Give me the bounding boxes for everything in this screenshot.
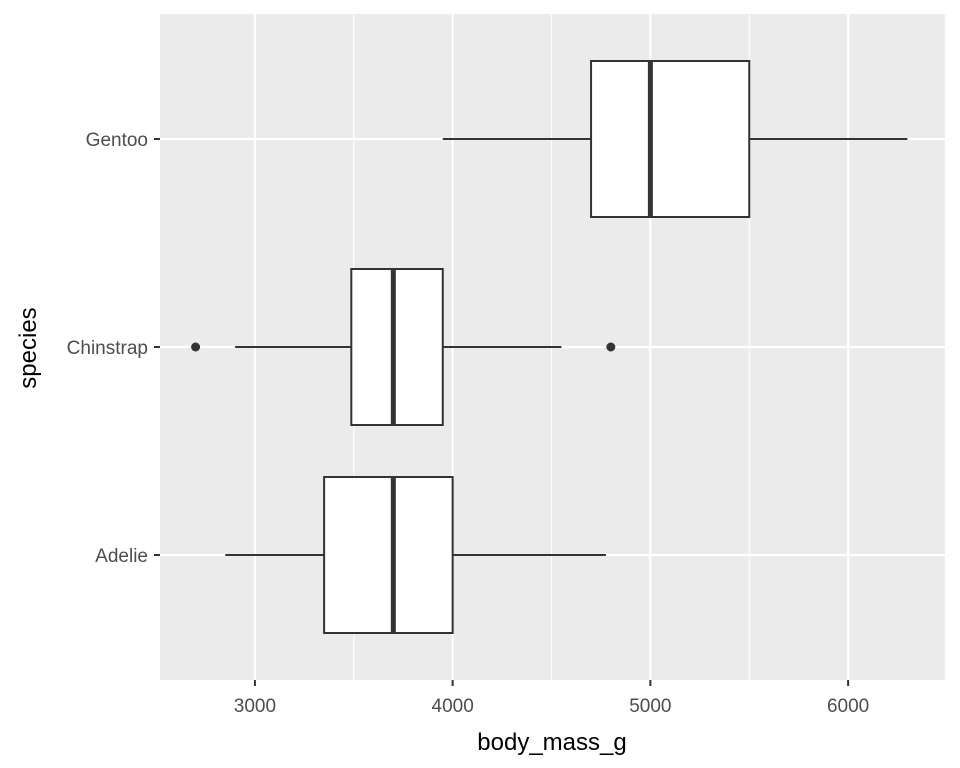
y-axis-title: species bbox=[15, 307, 42, 388]
box-adelie bbox=[225, 476, 606, 634]
box-chinstrap bbox=[191, 268, 616, 426]
boxes bbox=[191, 60, 908, 634]
box-body bbox=[590, 60, 751, 218]
x-tick-labels: 3000 4000 5000 6000 bbox=[234, 696, 869, 717]
box-gentoo bbox=[442, 60, 908, 218]
y-tick-label: Chinstrap bbox=[67, 338, 148, 359]
y-tick-label: Gentoo bbox=[86, 130, 148, 151]
x-tick-label: 5000 bbox=[629, 696, 671, 717]
axis-ticks bbox=[154, 138, 850, 686]
x-axis-title: body_mass_g bbox=[477, 729, 626, 756]
y-tick-label: Adelie bbox=[95, 546, 148, 567]
y-tick-labels: Adelie Chinstrap Gentoo bbox=[67, 130, 148, 567]
x-tick-label: 4000 bbox=[432, 696, 474, 717]
box-body bbox=[323, 476, 454, 634]
x-tick-label: 6000 bbox=[827, 696, 869, 717]
box-body bbox=[350, 268, 444, 426]
outlier-point bbox=[606, 342, 616, 352]
x-tick-label: 3000 bbox=[234, 696, 276, 717]
outlier-point bbox=[191, 342, 201, 352]
